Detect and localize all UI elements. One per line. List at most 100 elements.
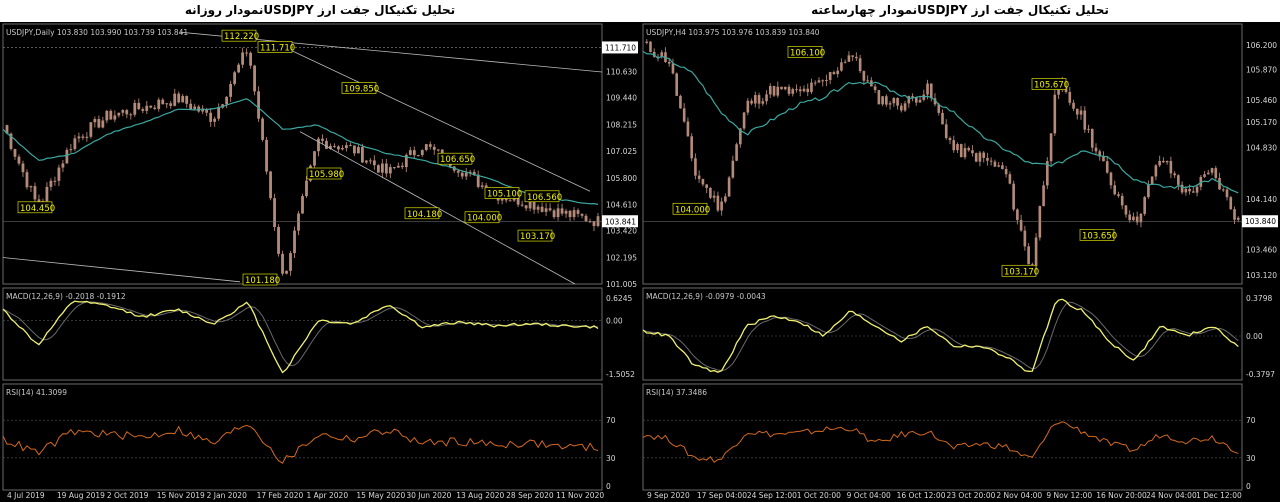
candle-body <box>281 253 284 274</box>
candle-body <box>544 208 548 212</box>
price-annotation-box <box>517 229 553 242</box>
price-annotation-label: 111.710 <box>260 43 295 53</box>
candle-body <box>1075 108 1079 115</box>
candle-body <box>750 100 753 104</box>
candle-body <box>1128 214 1131 221</box>
candle-body <box>572 210 576 218</box>
candle-body <box>802 88 806 92</box>
time-axis-label: 28 Sep 2020 <box>506 491 554 500</box>
time-axis-label: 9 Oct 04:00 <box>847 491 891 500</box>
price-annotation-label: 105.670 <box>1034 81 1069 91</box>
price-axis-tick-label: 105.870 <box>1246 66 1277 75</box>
h4-chart-svg[interactable]: 106.200 105.870 105.460 105.170 104.830 104.1… <box>640 22 1280 502</box>
candle-body <box>181 96 185 103</box>
candle-body <box>376 165 380 173</box>
candle-body <box>735 144 738 161</box>
candle-body <box>185 96 189 104</box>
price-axis-tick-label: 107.025 <box>606 147 637 156</box>
candle-body <box>675 73 679 96</box>
moving-average-line <box>2 98 599 205</box>
price-annotation-box <box>257 41 293 53</box>
candle-body <box>420 150 424 156</box>
price-axis-tick-label: 104.610 <box>606 200 637 209</box>
candle-body <box>317 138 320 152</box>
candle-body <box>780 86 783 90</box>
candle-body <box>333 145 336 147</box>
price-annotation-label: 106.100 <box>790 48 825 58</box>
candle-body <box>1113 185 1117 195</box>
candle-body <box>520 204 524 206</box>
rsi-axis-tick-label: 30 <box>1246 454 1256 463</box>
candle-body <box>85 136 89 138</box>
price-axis-tick-label: 104.140 <box>1246 195 1277 204</box>
candle-body <box>1177 175 1180 185</box>
candle-body <box>229 83 233 97</box>
time-axis-label: 15 May 2020 <box>356 491 405 500</box>
candle-body <box>568 210 572 218</box>
price-annotation-box <box>1079 229 1115 241</box>
candle-body <box>153 107 157 109</box>
candle-body <box>1042 185 1045 207</box>
candle-body <box>989 160 993 162</box>
candle-body <box>885 96 888 105</box>
candle-body <box>504 197 508 201</box>
price-annotation-box <box>1001 264 1037 277</box>
candle-body <box>165 103 169 105</box>
candle-body <box>724 196 727 202</box>
candle-body <box>217 107 221 119</box>
candle-body <box>705 184 708 188</box>
price-annotation-label: 112.220 <box>224 32 259 42</box>
candle-body <box>1229 197 1233 210</box>
price-annotation-box <box>437 152 473 165</box>
candle-body <box>69 149 73 151</box>
candle-body <box>97 119 101 128</box>
candle-body <box>806 88 810 93</box>
price-annotation-label: 104.000 <box>675 205 710 215</box>
candle-body <box>257 91 260 119</box>
price-annotation-box <box>404 207 440 220</box>
candle-body <box>424 144 428 151</box>
candle-body <box>404 154 408 168</box>
macd-pane-header: MACD(12,26,9) -0.0979 -0.0043 <box>646 292 766 301</box>
price-annotation-label: 104.180 <box>407 210 442 220</box>
candle-body <box>686 121 690 137</box>
candle-body <box>105 110 109 121</box>
candle-body <box>305 180 308 197</box>
time-axis-label: 19 Aug 2019 <box>57 491 105 500</box>
candle-body <box>847 55 851 62</box>
candle-body <box>1098 151 1102 157</box>
candle-body <box>65 149 69 164</box>
candle-body <box>907 96 911 104</box>
candle-body <box>133 102 137 115</box>
rsi-line <box>642 421 1239 463</box>
candle-body <box>301 196 304 214</box>
candle-body <box>1210 168 1214 173</box>
candle-body <box>468 171 472 173</box>
candle-body <box>556 208 560 218</box>
candle-body <box>540 206 544 212</box>
candle-body <box>1214 168 1218 179</box>
daily-chart-svg[interactable]: 110.630 109.440 108.215 107.025 105.800 104.6… <box>0 22 640 502</box>
candle-body <box>1008 174 1012 184</box>
price-axis-tick-label: 106.200 <box>1246 41 1277 50</box>
daily-chart-panel: تحلیل تکنیکال جفت ارز USDJPYنمودار روزان… <box>0 3 640 502</box>
candle-body <box>828 72 832 81</box>
candle-body <box>564 210 568 214</box>
candle-body <box>787 86 791 94</box>
chart-background <box>640 22 1280 502</box>
candle-body <box>937 104 941 113</box>
macd-pane-header: MACD(12,26,9) -0.2018 -0.1912 <box>6 292 126 301</box>
candle-body <box>249 52 252 66</box>
candle-body <box>813 82 817 84</box>
candle-body <box>548 208 552 211</box>
price-axis-tick-label: 103.420 <box>606 227 637 236</box>
candle-body <box>963 148 967 158</box>
candle-body <box>1180 184 1184 193</box>
candle-body <box>560 208 564 214</box>
candle-body <box>384 163 388 174</box>
candle-body <box>1147 184 1150 198</box>
macd-signal-line <box>642 301 1239 372</box>
time-axis-label: 2 Oct 2019 <box>107 491 149 500</box>
time-axis-label: 16 Nov 20:00 <box>1096 491 1147 500</box>
candle-body <box>851 55 854 57</box>
